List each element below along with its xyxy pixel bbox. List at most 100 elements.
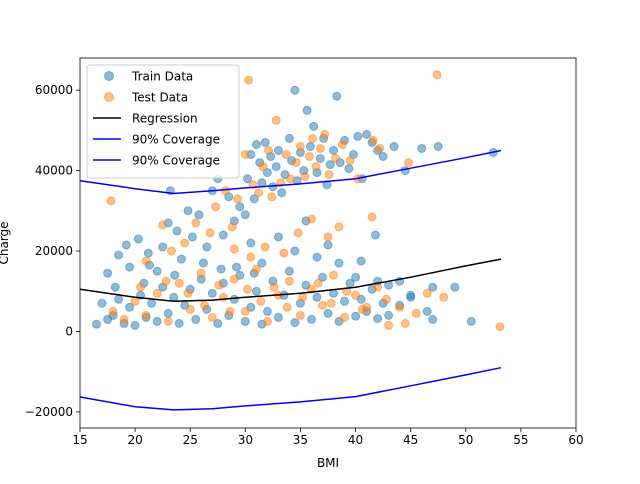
train-point: [323, 240, 333, 250]
train-point: [290, 85, 300, 95]
test-point: [307, 214, 316, 224]
train-point: [163, 308, 173, 318]
train-point: [351, 272, 361, 282]
train-point: [290, 246, 300, 256]
test-point: [167, 246, 176, 256]
train-point: [323, 308, 333, 318]
train-point: [198, 258, 208, 268]
test-point: [244, 75, 254, 85]
train-point: [174, 318, 184, 328]
train-point: [422, 306, 432, 316]
test-point: [211, 202, 221, 212]
test-point: [320, 129, 330, 139]
train-point: [273, 146, 283, 155]
test-point: [367, 212, 377, 222]
train-point: [207, 288, 217, 298]
train-point: [125, 302, 135, 312]
test-point: [284, 276, 294, 286]
test-point: [141, 256, 151, 266]
train-point: [344, 164, 354, 174]
test-point: [384, 320, 394, 330]
x-tick-label: 25: [183, 433, 198, 447]
train-point: [284, 133, 294, 143]
x-tick-label: 50: [458, 433, 473, 447]
train-point: [450, 282, 460, 292]
legend-label: Test Data: [131, 91, 188, 105]
coverage-lower-line: [80, 366, 502, 411]
train-point: [257, 258, 267, 268]
train-point: [169, 292, 179, 302]
test-point: [368, 135, 378, 145]
y-tick-label: 60000: [35, 83, 73, 97]
test-point: [227, 222, 237, 232]
train-point: [345, 278, 355, 288]
train-point: [191, 314, 201, 324]
legend-entry: Train Data: [104, 70, 193, 84]
train-point: [284, 266, 294, 276]
plot-frame: [79, 57, 577, 429]
x-tick-label: 35: [293, 433, 308, 447]
legend-label: 90% Coverage: [132, 154, 220, 168]
test-point: [240, 306, 250, 316]
train-point: [216, 264, 226, 274]
train-point: [147, 298, 157, 308]
test-point: [318, 300, 327, 310]
test-point: [324, 170, 334, 180]
x-tick-label: 40: [348, 433, 363, 447]
train-point: [315, 154, 325, 163]
legend-label: Train Data: [131, 70, 193, 84]
test-point: [281, 150, 291, 159]
train-point: [312, 252, 322, 262]
test-point: [183, 288, 193, 298]
x-tick-label: 30: [238, 433, 253, 447]
test-point: [269, 282, 279, 292]
test-point: [345, 156, 355, 166]
test-point: [225, 306, 235, 316]
train-point: [152, 316, 162, 326]
plot-area: [80, 70, 505, 411]
train-point: [110, 282, 120, 292]
train-point: [428, 282, 438, 292]
test-point: [400, 318, 410, 328]
test-point: [311, 162, 321, 172]
test-point: [313, 278, 323, 288]
train-point: [249, 194, 259, 204]
train-point: [232, 262, 241, 272]
coverage-upper-line: [80, 149, 502, 195]
y-tick-label: 0: [65, 324, 73, 338]
test-point: [256, 296, 266, 306]
train-point: [378, 152, 388, 161]
test-point: [163, 316, 173, 326]
train-point: [172, 226, 182, 236]
legend-label: Regression: [132, 112, 198, 126]
series-test-data: [106, 70, 505, 332]
x-tick-label: 55: [513, 433, 528, 447]
test-point: [342, 286, 352, 296]
regression-line: [80, 258, 502, 303]
test-point: [329, 270, 338, 280]
test-point: [334, 222, 344, 232]
train-point: [351, 311, 361, 321]
train-point: [103, 268, 113, 278]
test-point: [267, 192, 277, 202]
train-point: [273, 232, 283, 242]
y-axis-label: Charge: [0, 221, 11, 264]
train-point: [433, 142, 443, 151]
test-point: [251, 264, 261, 274]
train-point: [240, 210, 250, 220]
legend-marker: [104, 71, 114, 81]
test-point: [262, 316, 272, 326]
train-point: [302, 105, 312, 115]
legend-entry: Test Data: [104, 91, 188, 105]
train-point: [389, 142, 399, 151]
train-point: [370, 230, 380, 240]
train-point: [329, 146, 338, 155]
train-point: [400, 166, 410, 176]
test-point: [254, 188, 264, 198]
test-point: [293, 228, 303, 238]
axes: 15 20 25 30 35 40 45 50 55 60 −20000 0 20000 40000 600…: [25, 57, 584, 447]
train-point: [235, 202, 245, 212]
test-point: [240, 150, 250, 159]
